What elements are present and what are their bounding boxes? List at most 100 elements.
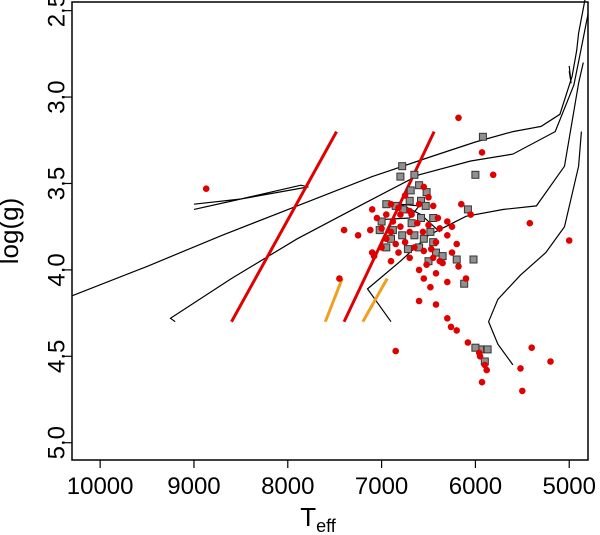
red-circle-point	[354, 232, 362, 239]
red-circle-point	[444, 218, 451, 225]
grey-square-point	[469, 255, 478, 264]
red-circle-point	[462, 275, 470, 282]
x-axis-title: Teff	[300, 502, 337, 535]
red-circle-point	[202, 185, 210, 192]
red-circle-point	[420, 247, 428, 255]
x-tick-label: 6000	[449, 473, 502, 500]
grey-square-point	[417, 214, 425, 222]
red-circle-point	[401, 192, 409, 199]
y-axis-title: log(g)	[0, 198, 24, 264]
red-circle-point	[434, 214, 442, 222]
grey-square-point	[405, 196, 414, 205]
grey-square-point	[398, 162, 407, 171]
red-circle-point	[478, 149, 486, 156]
red-circle-point	[483, 366, 491, 374]
x-tick-label: 10000	[67, 473, 134, 500]
red-circle-point	[389, 218, 397, 225]
grey-square-point	[478, 132, 487, 141]
red-circle-point	[368, 249, 376, 256]
red-circle-point	[455, 114, 462, 122]
red-circle-point	[408, 211, 415, 218]
red-circle-point	[453, 327, 461, 334]
y-tick-label: 2.5	[43, 0, 70, 27]
evolutionary-track	[71, 0, 586, 297]
red-circle-point	[392, 240, 400, 248]
red-circle-point	[448, 223, 456, 230]
grey-square-point	[377, 217, 386, 226]
y-tick-label: 4.5	[43, 340, 70, 373]
red-circle-point	[387, 228, 395, 236]
red-circle-point	[397, 223, 404, 230]
red-circle-point	[387, 200, 395, 208]
red-circle-point	[436, 225, 444, 232]
plot-frame	[71, 1, 589, 461]
red-circle-point	[395, 204, 402, 211]
grey-square-point	[410, 170, 419, 179]
red-circle-point	[373, 214, 381, 222]
grey-square-point	[419, 234, 428, 243]
evolutionary-track	[169, 13, 589, 323]
red-circle-point	[425, 221, 432, 229]
red-circle-point	[429, 254, 437, 262]
x-tick-label: 7000	[355, 473, 408, 500]
red-circle-point	[395, 249, 402, 256]
grey-square-point	[452, 255, 461, 264]
red-circle-point	[464, 339, 472, 346]
isochrone-tracks	[71, 0, 589, 366]
red-circle-point	[429, 202, 437, 210]
x-axis: 10000 9000 8000 7000 6000 5000	[67, 460, 596, 500]
red-circle-point	[458, 200, 465, 208]
red-circle-point	[340, 226, 348, 234]
red-circle-point	[425, 194, 432, 201]
red-circle-point	[387, 257, 395, 265]
red-circle-point	[423, 261, 430, 269]
red-circle-point	[420, 183, 428, 191]
red-circle-point	[432, 301, 440, 308]
red-circle-point	[478, 378, 486, 386]
y-tick-label: 4.0	[43, 253, 70, 286]
y-tick-label: 3.5	[43, 167, 70, 200]
red-circle-point	[383, 211, 390, 218]
y-tick-label: 5.0	[43, 426, 70, 459]
red-circle-point	[419, 228, 427, 236]
red-circle-point	[453, 240, 461, 248]
evolutionary-track	[193, 184, 309, 210]
red-circle-point	[526, 219, 534, 227]
red-circle-point	[467, 211, 475, 218]
red-circle-point	[444, 315, 451, 322]
red-circle-point	[378, 225, 385, 232]
red-circle-point	[476, 353, 484, 360]
red-circle-point	[528, 344, 535, 352]
red-circle-point	[481, 361, 489, 369]
red-circle-point	[397, 211, 404, 218]
grey-square-point	[410, 231, 419, 240]
red-circle-point	[489, 171, 497, 179]
red-circle-point	[406, 254, 414, 262]
evolutionary-track	[487, 131, 582, 366]
grey-square-point	[421, 201, 430, 210]
red-circle-point	[420, 275, 428, 282]
red-circle-point	[411, 244, 418, 251]
orange-strip-edge-line	[323, 277, 344, 323]
red-circle-point	[428, 245, 435, 253]
red-circle-point	[427, 283, 434, 291]
x-tick-label: 5000	[543, 473, 596, 500]
red-circle-point	[565, 237, 573, 244]
grey-square-point	[396, 172, 405, 181]
red-circle-point	[367, 226, 374, 234]
grey-square-point	[471, 343, 480, 352]
red-circle-point	[415, 200, 423, 208]
orange-strip-edge-line	[361, 277, 389, 323]
red-circle-point	[547, 358, 554, 365]
red-circle-point	[436, 257, 444, 265]
red-circle-point	[406, 228, 414, 236]
red-circle-point	[455, 263, 462, 270]
red-circle-point	[517, 365, 524, 372]
grey-square-point	[426, 227, 435, 236]
red-circle-point	[519, 387, 526, 395]
evolutionary-track	[366, 62, 584, 323]
red-circle-point	[432, 270, 440, 277]
red-circle-point	[368, 206, 376, 213]
red-circle-point	[415, 297, 423, 305]
